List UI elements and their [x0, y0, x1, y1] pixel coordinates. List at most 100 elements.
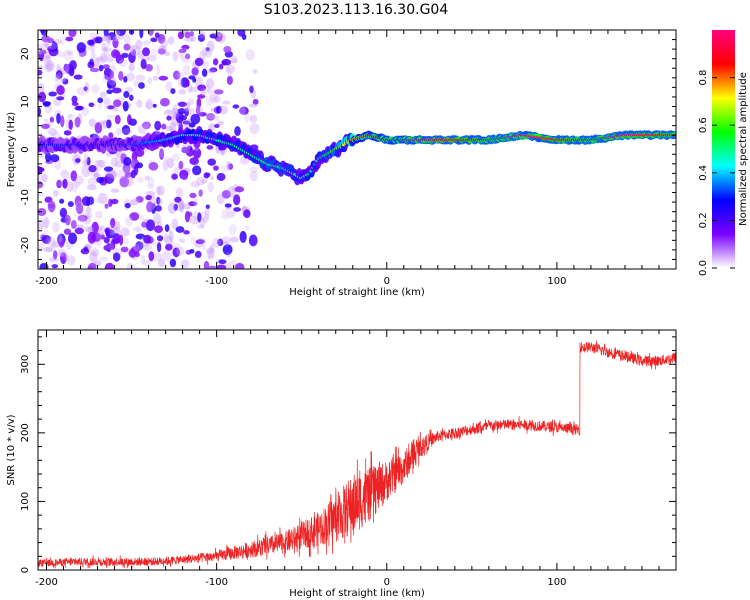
spectrogram-cell: [244, 224, 250, 231]
spectrogram-cell: [53, 250, 58, 260]
spectrogram-cell: [130, 158, 136, 170]
spectrogram-cell: [155, 63, 161, 76]
spectrogram-cell: [218, 259, 227, 265]
spectrogram-cell: [52, 221, 60, 233]
y-axis-label: SNR (10 * v/v): [6, 414, 17, 485]
colorbar: 0.0 0.2 0.4 0.6 0.8 Normalized spectral ampli…: [698, 30, 749, 276]
spectrogram-cell: [216, 172, 226, 181]
spectrogram-cell: [43, 229, 49, 235]
spectrogram-cell: [57, 249, 67, 258]
spectrogram-cell: [164, 126, 174, 132]
spectrogram-cell: [204, 207, 210, 220]
spectrogram-cell: [99, 53, 107, 64]
spectrogram-cell: [103, 166, 114, 172]
spectrogram-cell: [227, 186, 236, 198]
spectrogram-cell: [211, 237, 221, 249]
spectrogram-cell: [179, 202, 184, 213]
spectrogram-cell: [41, 123, 50, 130]
spectrogram-cell: [96, 176, 105, 184]
spectrogram-cell: [41, 234, 52, 244]
spectrogram-cell: [189, 30, 194, 37]
spectrogram-cell: [226, 67, 232, 78]
spectrogram-cell: [128, 63, 135, 72]
spectrogram-cell: [137, 241, 144, 251]
spectrogram-cell: [179, 54, 187, 60]
spectrogram-cell: [189, 157, 199, 166]
spectrogram-cell: [98, 120, 105, 126]
spectrogram-cell: [106, 243, 115, 251]
spectrogram-cell: [138, 82, 145, 89]
spectrogram-cell: [195, 105, 203, 117]
spectrogram-cell: [148, 162, 159, 171]
spectrogram-cell: [182, 203, 191, 210]
spectrogram-cell: [205, 204, 210, 210]
y-tick-label: 100: [20, 492, 31, 511]
y-tick-label: -10: [20, 189, 31, 205]
spectrogram-cell: [175, 111, 184, 124]
spectrogram-cell: [83, 153, 89, 165]
spectrogram-cell: [101, 42, 107, 52]
spectrogram-cell: [104, 262, 115, 269]
spectrogram-cell: [116, 30, 126, 37]
spectrogram-cell: [183, 230, 190, 235]
spectrogram-cell: [177, 77, 183, 87]
spectrogram-cell: [140, 254, 146, 265]
spectrogram-cell: [167, 36, 175, 45]
snr-panel: -200 -100 0 100 0 100 200 300 Height of straight…: [6, 329, 677, 599]
spectrogram-cell: [78, 215, 86, 223]
spectrogram-cell: [154, 205, 162, 212]
spectrogram-cell: [153, 213, 162, 225]
spectrogram-cell: [103, 46, 109, 57]
spectrogram-cells: [38, 30, 676, 269]
spectrogram-cell: [158, 258, 165, 268]
spectrogram-cell: [222, 100, 231, 105]
spectrogram-cell: [104, 98, 110, 110]
spectrogram-cell: [91, 221, 99, 234]
spectrogram-cell: [147, 54, 157, 62]
spectrogram-cell: [38, 208, 47, 217]
spectrogram-cell: [190, 235, 196, 245]
spectrogram-cell: [199, 217, 206, 229]
y-tick-label: 200: [20, 423, 31, 442]
spectrogram-cell: [164, 51, 171, 57]
x-tick-label: 0: [384, 577, 390, 588]
spectrogram-cell: [164, 235, 173, 245]
spectrogram-cell: [205, 47, 210, 52]
spectrogram-cell: [97, 97, 104, 104]
spectrogram-cell: [166, 115, 172, 121]
spectrogram-cell: [182, 120, 191, 125]
spectrogram-cell: [123, 43, 131, 51]
spectrogram-cell: [205, 84, 211, 93]
spectrogram-cell: [118, 71, 124, 81]
spectrogram-cell: [248, 103, 258, 108]
spectrogram-cell: [47, 200, 56, 213]
spectrogram-cell: [42, 173, 48, 183]
spectrogram-cell: [43, 55, 51, 60]
spectrogram-cell: [176, 246, 185, 256]
plot-frame: [37, 329, 677, 571]
spectrogram-cell: [126, 262, 134, 269]
spectrogram-cell: [97, 159, 106, 168]
spectrogram-cell: [115, 128, 122, 136]
spectrogram-cell: [213, 115, 220, 122]
figure-title: S103.2023.113.16.30.G04: [263, 2, 449, 18]
spectrogram-cell: [214, 31, 223, 37]
spectrogram-cell: [156, 196, 161, 205]
spectrogram-cell: [101, 35, 111, 42]
colorbar-label: Normalized spectral amplitude: [738, 72, 749, 226]
spectrogram-cell: [226, 161, 232, 171]
snr-series-line: [38, 340, 676, 569]
spectrogram-cell: [109, 70, 114, 79]
spectrogram-cell: [45, 151, 51, 163]
spectrogram-cell: [183, 47, 188, 53]
spectrogram-cell: [152, 252, 163, 261]
spectrogram-cell: [159, 97, 170, 107]
spectrogram-cell: [106, 89, 113, 95]
spectrogram-cell: [169, 258, 177, 268]
x-tick-label: 100: [547, 577, 566, 588]
spectrogram-cell: [234, 126, 241, 137]
spectrogram-cell: [133, 243, 139, 252]
spectrogram-cell: [60, 252, 67, 265]
spectrogram-cell: [171, 173, 178, 180]
spectrogram-cell: [63, 130, 72, 136]
